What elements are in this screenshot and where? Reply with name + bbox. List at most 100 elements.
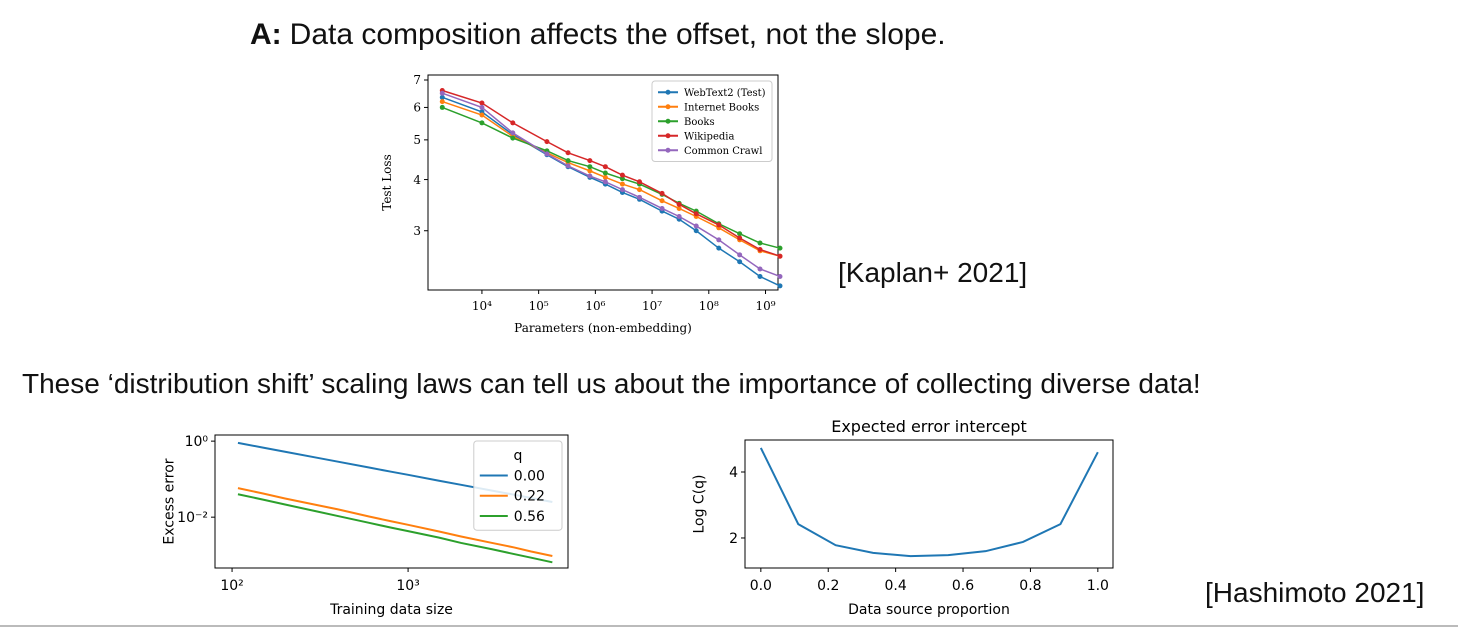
- point: [659, 190, 665, 196]
- legend: WebText2 (Test) Internet Books Books Wikipe…: [651, 80, 773, 162]
- y-tick-label: 6: [413, 101, 421, 115]
- point: [619, 172, 625, 178]
- x-tick-label: 10²: [220, 578, 243, 594]
- y-tick-label: 5: [413, 133, 421, 147]
- x-tick-label: 0.6: [952, 578, 974, 594]
- point: [693, 228, 699, 234]
- point: [676, 213, 682, 219]
- x-tick-label: 10⁸: [699, 299, 719, 313]
- chart: 10² 10³ 10⁰ 10⁻² Training data size Excess er…: [162, 434, 569, 618]
- point: [636, 179, 642, 185]
- point: [510, 130, 516, 136]
- heading-label: A:: [250, 18, 282, 51]
- y-tick-label: 7: [413, 73, 421, 87]
- legend-label: Internet Books: [684, 102, 759, 113]
- point: [479, 100, 485, 106]
- y-tick-label: 3: [413, 224, 421, 238]
- y-axis-label: Test Loss: [380, 154, 394, 210]
- point: [716, 245, 722, 251]
- heading-text: Data composition affects the offset, not…: [290, 18, 946, 51]
- y-tick-label: 10⁰: [185, 434, 209, 450]
- point: [737, 231, 743, 237]
- series-line: [442, 89, 781, 257]
- legend-marker: [665, 89, 671, 95]
- x-tick-label: 0.2: [817, 578, 839, 594]
- point: [716, 222, 722, 228]
- point: [602, 174, 608, 180]
- citation: [Kaplan+ 2021]: [838, 257, 1027, 288]
- legend-marker: [665, 133, 671, 139]
- point: [659, 205, 665, 211]
- legend-box: [651, 80, 773, 162]
- point: [737, 235, 743, 241]
- point: [757, 246, 763, 252]
- legend-label: 0.22: [514, 489, 545, 505]
- series-line: [759, 447, 1099, 558]
- legend-label: 0.56: [514, 509, 545, 525]
- chart-title: Expected error intercept: [831, 417, 1027, 436]
- point: [619, 187, 625, 193]
- point: [777, 283, 783, 289]
- point: [439, 90, 445, 96]
- point: [757, 273, 763, 279]
- point: [587, 173, 593, 179]
- point: [676, 201, 682, 207]
- x-tick-label: 0.4: [885, 578, 907, 594]
- point: [439, 104, 445, 110]
- point: [716, 237, 722, 243]
- point: [439, 94, 445, 100]
- point: [659, 198, 665, 204]
- legend-box: [473, 440, 563, 531]
- x-tick-label: 10³: [396, 578, 419, 594]
- point: [619, 181, 625, 187]
- x-tick-label: 10⁵: [529, 299, 549, 313]
- point: [636, 194, 642, 200]
- point: [587, 168, 593, 174]
- series-line: [442, 106, 781, 249]
- citation: [Hashimoto 2021]: [1205, 577, 1424, 608]
- x-axis-label: Training data size: [329, 602, 453, 618]
- legend-label: WebText2 (Test): [684, 88, 766, 99]
- legend-marker: [665, 118, 671, 124]
- point: [737, 259, 743, 265]
- point: [565, 150, 571, 156]
- chart: 10⁴ 10⁵ 10⁶ 10⁷ 10⁸ 10⁹ 3 4 5 6 7 Parameters (non-e…: [380, 73, 783, 335]
- x-tick-label: 1.0: [1087, 578, 1109, 594]
- point: [565, 163, 571, 169]
- x-axis-label: Parameters (non-embedding): [514, 321, 692, 335]
- y-axis-label: Log C(q): [692, 474, 708, 533]
- subtitle: These ‘distribution shift’ scaling laws …: [22, 368, 1201, 399]
- point: [693, 223, 699, 229]
- point: [565, 158, 571, 164]
- point: [777, 273, 783, 279]
- point: [619, 176, 625, 182]
- point: [602, 179, 608, 185]
- point: [737, 252, 743, 258]
- x-tick-label: 10⁹: [755, 299, 775, 313]
- point: [757, 240, 763, 246]
- point: [544, 139, 550, 145]
- y-tick-label: 10⁻²: [177, 510, 208, 526]
- y-tick-label: 4: [729, 465, 738, 481]
- point: [510, 120, 516, 126]
- series-line: [237, 493, 553, 564]
- point: [479, 120, 485, 126]
- series-line: [237, 487, 553, 558]
- plot-frame: [744, 439, 1114, 569]
- point: [602, 164, 608, 170]
- x-tick-label: 0.8: [1019, 578, 1041, 594]
- legend-label: 0.00: [514, 468, 545, 484]
- y-tick-label: 2: [729, 531, 738, 547]
- heading: A: Data composition affects the offset, n…: [250, 18, 946, 51]
- chart: 0.0 0.2 0.4 0.6 0.8 1.0 2 4 Expected error inter…: [692, 417, 1114, 618]
- legend-label: Common Crawl: [684, 146, 762, 157]
- x-axis-label: Data source proportion: [848, 602, 1010, 618]
- legend-label: Wikipedia: [684, 131, 734, 142]
- point: [676, 205, 682, 211]
- legend-marker: [665, 104, 671, 110]
- point: [510, 135, 516, 141]
- point: [602, 170, 608, 176]
- y-axis-label: Excess error: [162, 458, 178, 544]
- x-tick-label: 10⁴: [472, 299, 492, 313]
